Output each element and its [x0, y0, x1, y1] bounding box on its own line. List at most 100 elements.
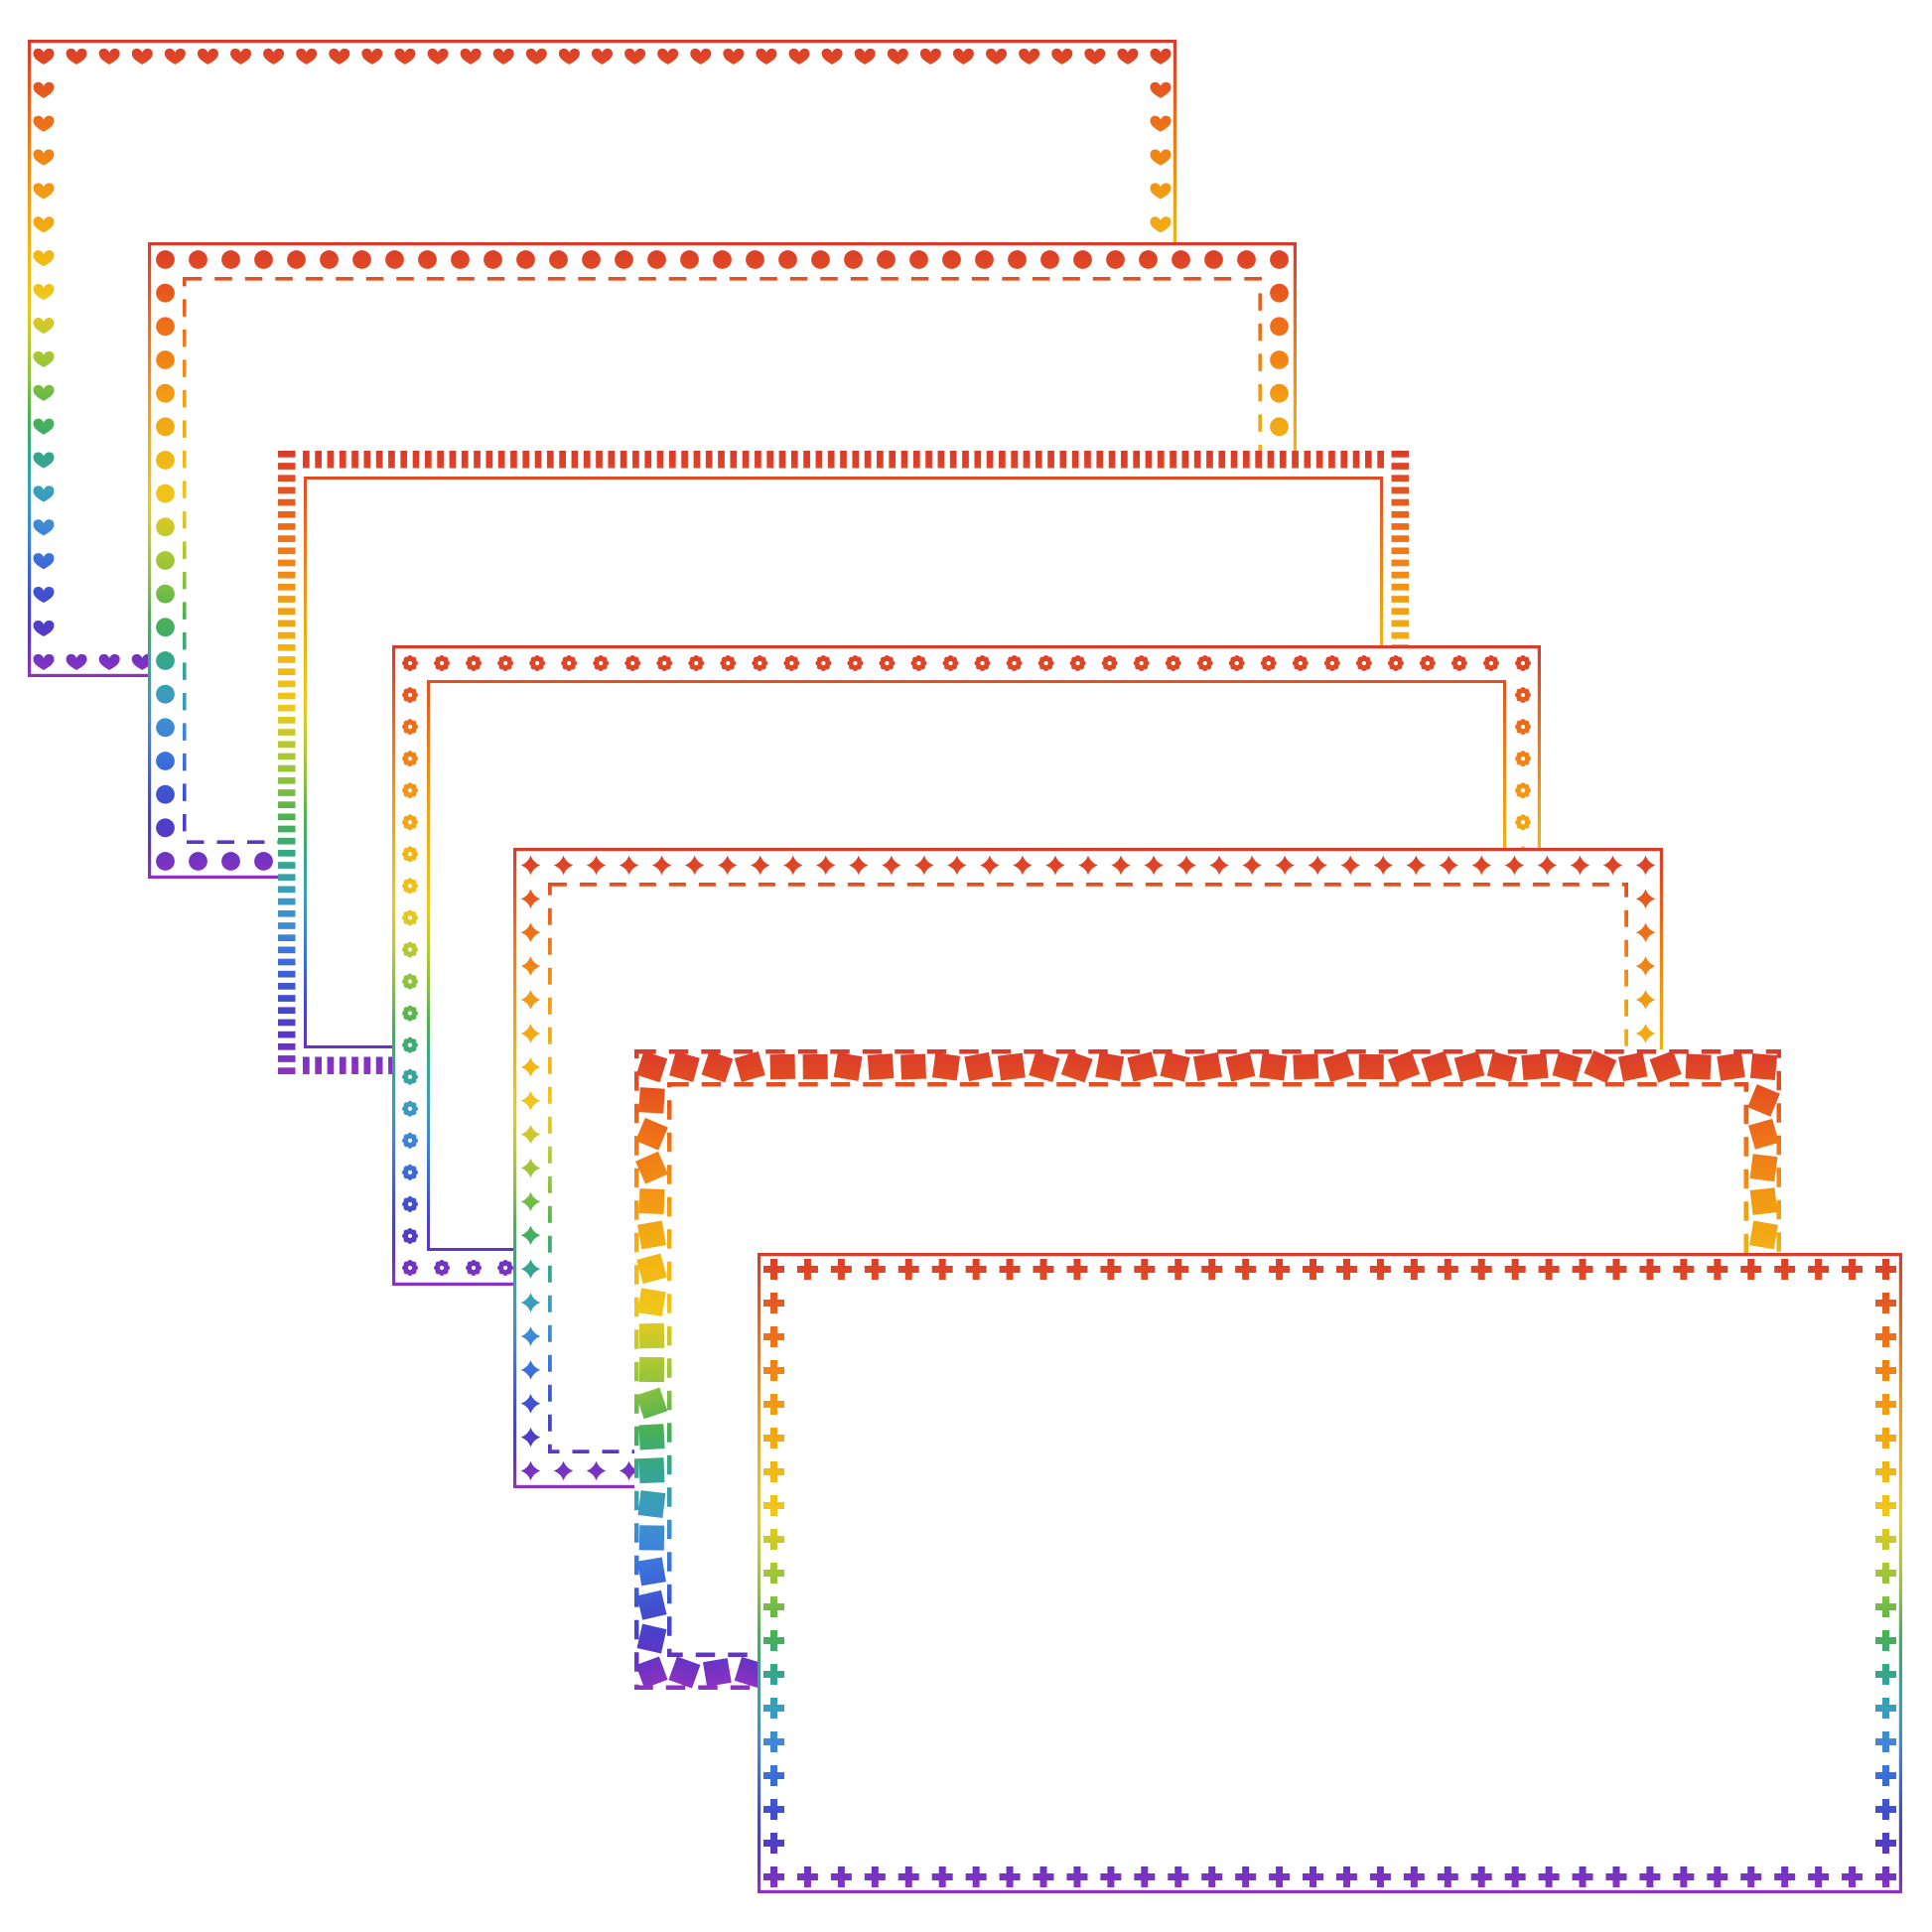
- stripe-icon: [351, 1056, 358, 1074]
- stripe-icon: [1121, 451, 1128, 469]
- gear-hole: [535, 660, 540, 666]
- plus-icon: [1504, 1259, 1526, 1280]
- gear-hole: [599, 660, 604, 666]
- stripe-icon: [766, 451, 774, 469]
- sparkle-icon: [553, 1460, 574, 1481]
- gear-icon: [624, 655, 641, 671]
- stripe-icon: [1391, 559, 1409, 567]
- sparkle-icon: [520, 1191, 541, 1212]
- stripe-icon: [278, 729, 296, 736]
- stripe-icon: [900, 451, 908, 469]
- square-icon: [637, 1490, 666, 1518]
- plus-icon: [1605, 1866, 1627, 1887]
- plus-icon: [1168, 1259, 1189, 1280]
- stripe-icon: [278, 922, 296, 929]
- stripe-icon: [1391, 620, 1409, 627]
- stripe-icon: [1391, 584, 1409, 591]
- stripe-icon: [278, 692, 296, 700]
- dot-icon: [221, 250, 240, 269]
- sparkle-icon: [1570, 855, 1590, 876]
- sparkle-icon: [1308, 855, 1327, 876]
- plus-icon: [763, 1259, 784, 1280]
- plus-icon: [763, 1495, 784, 1516]
- sparkle-icon: [1471, 855, 1492, 876]
- stripe-icon: [912, 451, 920, 469]
- stripe-icon: [681, 451, 688, 469]
- gear-icon: [402, 687, 418, 704]
- gear-tooth: [912, 656, 918, 662]
- stripe-icon: [278, 704, 296, 712]
- stripe-icon: [278, 1019, 296, 1027]
- gear-tooth: [1484, 656, 1490, 662]
- gear-tooth: [1421, 656, 1427, 662]
- gear-icon: [1196, 655, 1213, 671]
- heart-icon: [1150, 81, 1172, 98]
- heart-icon: [263, 48, 285, 65]
- plus-icon: [864, 1259, 886, 1280]
- dot-icon: [385, 250, 404, 269]
- gear-tooth: [753, 656, 759, 662]
- dot-icon: [156, 451, 175, 470]
- plus-icon: [1875, 1596, 1896, 1617]
- gear-icon: [402, 1260, 418, 1276]
- gear-hole: [1202, 660, 1207, 666]
- plus-icon: [1066, 1866, 1088, 1887]
- dot-icon: [156, 350, 175, 369]
- sparkle-icon: [1275, 855, 1295, 876]
- gear-hole: [407, 788, 413, 793]
- gear-icon: [402, 1036, 418, 1053]
- gear-tooth: [403, 656, 409, 662]
- gear-hole: [1520, 692, 1526, 698]
- stripe-icon: [1230, 451, 1238, 469]
- plus-icon: [763, 1529, 784, 1550]
- gear-hole: [407, 852, 413, 857]
- square-icon: [638, 1322, 665, 1349]
- sparkle-icon: [520, 990, 541, 1010]
- stripe-icon: [1267, 451, 1275, 469]
- square-icon: [636, 1623, 667, 1654]
- square-icon: [635, 1387, 668, 1420]
- plus-icon: [1437, 1259, 1458, 1280]
- dot-icon: [1073, 250, 1092, 269]
- stripe-icon: [534, 451, 542, 469]
- dot-icon: [418, 250, 437, 269]
- gear-tooth: [1516, 656, 1522, 662]
- plus-icon: [1875, 1731, 1896, 1752]
- gear-icon: [402, 878, 418, 895]
- gear-icon: [402, 1132, 418, 1149]
- dot-icon: [1204, 250, 1223, 269]
- gear-tooth: [403, 1007, 409, 1013]
- sparkle-icon: [520, 1360, 541, 1380]
- plus-icon: [1875, 1866, 1896, 1887]
- stripe-icon: [315, 451, 322, 469]
- gear-tooth: [1516, 720, 1522, 727]
- stripe-icon: [852, 451, 860, 469]
- frame-fill: [758, 1253, 1902, 1893]
- stripe-icon: [437, 451, 444, 469]
- gear-icon: [910, 655, 927, 671]
- sparkle-icon: [520, 1293, 541, 1312]
- stripe-icon: [620, 451, 627, 469]
- gear-hole: [1361, 660, 1366, 666]
- stripe-icon: [1243, 451, 1250, 469]
- gear-tooth: [403, 975, 409, 981]
- square-icon: [638, 1424, 665, 1450]
- stripe-icon: [1377, 451, 1384, 469]
- stripe-icon: [778, 451, 786, 469]
- dot-icon: [483, 250, 502, 269]
- stripe-icon: [278, 862, 296, 869]
- sparkle-icon: [1439, 855, 1459, 876]
- dot-icon: [811, 250, 830, 269]
- stripe-icon: [363, 1056, 371, 1074]
- dot-icon: [254, 852, 273, 871]
- gear-hole: [821, 660, 826, 666]
- heart-icon: [1150, 48, 1172, 65]
- gear-hole: [853, 660, 858, 666]
- sparkle-icon: [619, 855, 639, 876]
- stripe-icon: [583, 451, 591, 469]
- dot-icon: [156, 684, 175, 704]
- stripe-icon: [303, 1056, 310, 1074]
- square-icon: [1421, 1050, 1452, 1083]
- sparkle-icon: [717, 855, 738, 876]
- dot-icon: [1270, 350, 1289, 369]
